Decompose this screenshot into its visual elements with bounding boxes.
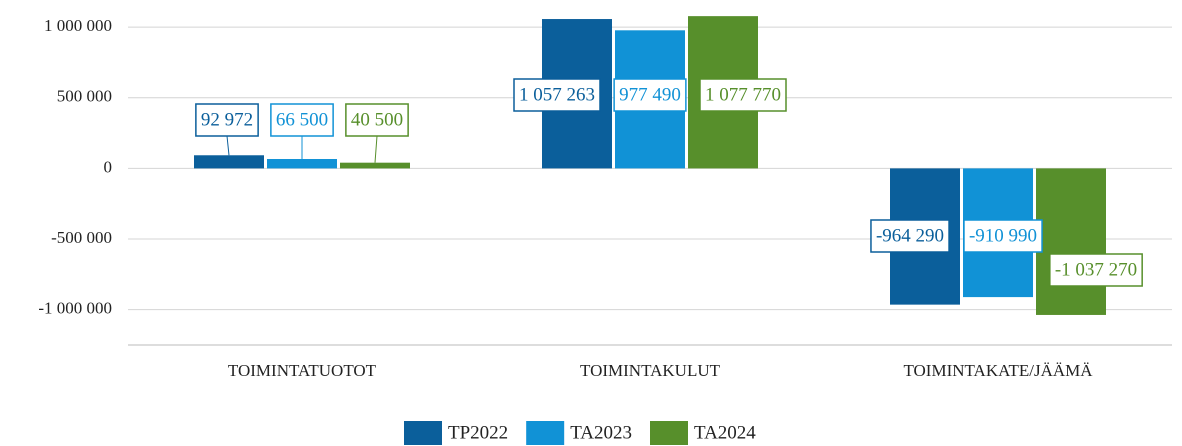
x-tick-label: TOIMINTAKULUT (580, 361, 721, 380)
label-box (1049, 253, 1143, 287)
bar (340, 162, 410, 169)
data-label: 1 057 263 (519, 84, 595, 105)
bar (194, 155, 264, 169)
bar (267, 159, 337, 169)
legend-label: TP2022 (448, 422, 508, 443)
label-box (870, 219, 950, 253)
label-box (963, 219, 1043, 253)
legend-swatch (650, 421, 688, 445)
x-tick-label: TOIMINTAKATE/JÄÄMÄ (903, 361, 1093, 380)
data-label: 92 972 (201, 109, 253, 130)
data-label: 1 077 770 (705, 84, 781, 105)
data-label: 977 490 (619, 84, 681, 105)
leader-line (374, 135, 378, 163)
legend-swatch (526, 421, 565, 445)
y-tick-label: -500 000 (51, 228, 112, 247)
x-tick-label: TOIMINTATUOTOT (228, 361, 377, 380)
leader-line (226, 135, 230, 156)
data-label: -910 990 (969, 225, 1037, 246)
y-tick-label: 1 000 000 (44, 16, 112, 35)
y-tick-label: 0 (104, 157, 113, 176)
label-box (613, 78, 687, 112)
data-label: 66 500 (276, 109, 328, 130)
y-tick-label: 500 000 (57, 87, 112, 106)
legend-label: TA2023 (570, 422, 632, 443)
data-label: -964 290 (876, 225, 944, 246)
label-box (513, 78, 601, 112)
legend-label: TA2024 (694, 422, 756, 443)
label-box (195, 103, 259, 137)
data-label: -1 037 270 (1055, 259, 1137, 280)
label-box (699, 78, 787, 112)
bar (1036, 168, 1106, 315)
data-label: 40 500 (351, 109, 403, 130)
y-tick-label: -1 000 000 (38, 299, 112, 318)
legend-swatch (404, 421, 442, 445)
